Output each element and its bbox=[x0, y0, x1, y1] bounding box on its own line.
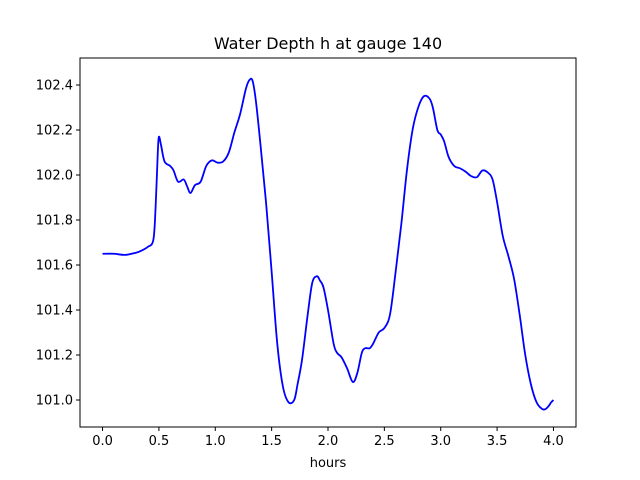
y-axis: 101.0 101.2 101.4 101.6 101.8 102.0 102.2 102.4 bbox=[36, 79, 80, 409]
plot-area bbox=[102, 77, 555, 411]
x-tick-label: 3.0 bbox=[430, 434, 451, 449]
x-tick-label: 2.5 bbox=[374, 434, 395, 449]
y-tick-label: 101.6 bbox=[36, 259, 73, 274]
x-tick-label: 1.5 bbox=[261, 434, 282, 449]
y-tick-label: 101.8 bbox=[36, 214, 73, 229]
y-tick-label: 101.2 bbox=[36, 349, 73, 364]
x-tick-label: 3.5 bbox=[487, 434, 508, 449]
y-tick-label: 102.2 bbox=[36, 124, 73, 139]
y-tick-label: 102.0 bbox=[36, 169, 73, 184]
y-tick-label: 102.4 bbox=[36, 79, 73, 94]
x-tick-label: 0.5 bbox=[149, 434, 170, 449]
x-axis: 0.0 0.5 1.0 1.5 2.0 2.5 3.0 3.5 4.0 bbox=[92, 427, 564, 449]
x-tick-label: 4.0 bbox=[543, 434, 564, 449]
x-axis-label: hours bbox=[310, 456, 347, 471]
x-tick-label: 1.0 bbox=[205, 434, 226, 449]
x-tick-label: 2.0 bbox=[318, 434, 339, 449]
x-tick-label: 0.0 bbox=[92, 434, 113, 449]
y-tick-label: 101.4 bbox=[36, 304, 73, 319]
chart-title: Water Depth h at gauge 140 bbox=[214, 34, 442, 53]
y-tick-label: 101.0 bbox=[36, 394, 73, 409]
series-line-0 bbox=[102, 77, 555, 411]
